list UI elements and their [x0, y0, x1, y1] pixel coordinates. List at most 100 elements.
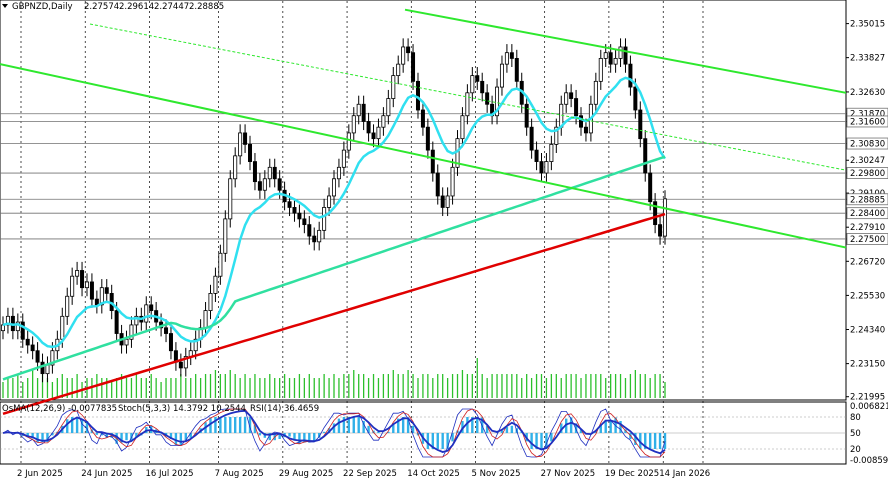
- x-tick-label: 24 Jun 2025: [81, 469, 132, 479]
- candle-body: [504, 52, 509, 65]
- candle-body: [60, 315, 65, 340]
- y-tick-label: 2.27910: [850, 223, 885, 233]
- candle-body: [248, 143, 253, 162]
- price-level-box: [846, 193, 888, 206]
- candle-body: [524, 103, 529, 128]
- y-tick-label: 2.28400: [850, 209, 885, 219]
- candle-body: [391, 75, 396, 99]
- candle-body: [327, 195, 332, 208]
- moving-averages: [2, 76, 667, 415]
- candle-body: [415, 80, 420, 111]
- candle-body: [381, 115, 386, 128]
- candle-body: [238, 132, 243, 157]
- symbol-label: GBPNZD,Daily: [12, 2, 72, 12]
- candle-body: [613, 58, 618, 65]
- candle-body: [529, 126, 534, 151]
- candle-body: [435, 172, 440, 197]
- x-tick-label: 16 Jul 2025: [145, 469, 193, 479]
- ohlc-close: 2.28885: [189, 2, 224, 12]
- candle-body: [30, 344, 35, 352]
- trendlines: [0, 8, 847, 249]
- candle-body: [420, 109, 425, 128]
- sub-y-tick-label: 20: [850, 445, 861, 455]
- candle-body: [233, 155, 238, 180]
- x-tick-label: 14 Jan 2026: [659, 469, 710, 479]
- candle-body: [331, 178, 336, 197]
- y-tick-label: 2.31870: [850, 110, 885, 120]
- candle-body: [480, 80, 485, 94]
- candle-body: [658, 224, 663, 237]
- candle-body: [75, 270, 80, 277]
- candle-body: [94, 298, 99, 306]
- candle-body: [218, 252, 223, 277]
- x-tick-label: 29 Aug 2025: [279, 469, 333, 479]
- y-tick-label: 2.29800: [850, 169, 885, 179]
- x-tick-label: 14 Oct 2025: [407, 469, 460, 479]
- candle-body: [208, 293, 213, 311]
- candle-body: [144, 304, 149, 323]
- candle-body: [45, 364, 50, 375]
- candle-body: [465, 92, 470, 117]
- candle-body: [80, 270, 85, 289]
- candle-body: [475, 75, 480, 82]
- candle-body: [272, 166, 277, 180]
- candle-body: [287, 201, 292, 208]
- ohlc-open: 2.27574: [84, 2, 119, 12]
- candle-body: [341, 149, 346, 168]
- candle-body: [193, 338, 198, 352]
- candle-body: [149, 304, 154, 311]
- ohlc-low: 2.27447: [154, 2, 189, 12]
- candle-body: [307, 224, 312, 237]
- candle-body: [297, 212, 302, 220]
- x-tick-label: 2 Jun 2025: [17, 469, 63, 479]
- candle-body: [104, 287, 109, 294]
- y-tick-label: 2.30830: [850, 140, 885, 150]
- candle-body: [336, 166, 341, 180]
- candle-body: [628, 63, 633, 88]
- dropdown-triangle-icon[interactable]: [2, 4, 8, 8]
- candle-body: [430, 149, 435, 174]
- candle-body: [460, 115, 465, 140]
- candle-body: [509, 52, 514, 59]
- candle-body: [579, 115, 584, 128]
- x-tick-label: 7 Aug 2025: [215, 469, 264, 479]
- candle-body: [495, 86, 500, 117]
- ohlc-high: 2.29614: [119, 2, 154, 12]
- candle-body: [223, 218, 228, 254]
- candle-body: [361, 103, 366, 122]
- candle-body: [84, 281, 89, 289]
- sub-y-tick-label: -0.008593: [850, 456, 888, 466]
- oscillator-panel: 0.006821380 50 20-0.008593: [0, 402, 888, 466]
- candle-body: [312, 235, 317, 243]
- candle-body: [425, 126, 430, 151]
- candle-body: [554, 126, 559, 145]
- candle-body: [164, 327, 169, 334]
- sub-y-tick-label: 50: [850, 429, 861, 439]
- candle-body: [134, 315, 139, 326]
- candle-body: [346, 132, 351, 151]
- candle-body: [89, 281, 94, 300]
- candle-body: [317, 229, 322, 243]
- y-tick-label: 2.21995: [850, 393, 885, 403]
- candle-body: [401, 46, 406, 65]
- y-tick-label: 2.35015: [850, 20, 885, 30]
- stoch-signal-line: [2, 408, 666, 458]
- candle-body: [544, 161, 549, 174]
- candle-body: [534, 149, 539, 162]
- candle-body: [178, 361, 183, 369]
- candle-body: [351, 115, 356, 134]
- candle-body: [302, 218, 307, 226]
- candle-body: [292, 207, 297, 214]
- stoch-label: Stoch(5,3,3) 14.3792 10.2544: [118, 404, 246, 414]
- volume-bars: [2, 358, 666, 398]
- candle-body: [386, 98, 391, 117]
- indicator-header: OsMA(12,26,9) -0.0077835 Stoch(5,3,3) 14…: [2, 404, 319, 414]
- y-tick-label: 2.27500: [850, 235, 885, 245]
- candle-body: [583, 126, 588, 134]
- trendline-lower: [0, 63, 847, 249]
- candle-body: [633, 86, 638, 111]
- candle-body: [598, 58, 603, 82]
- candle-body: [228, 178, 233, 220]
